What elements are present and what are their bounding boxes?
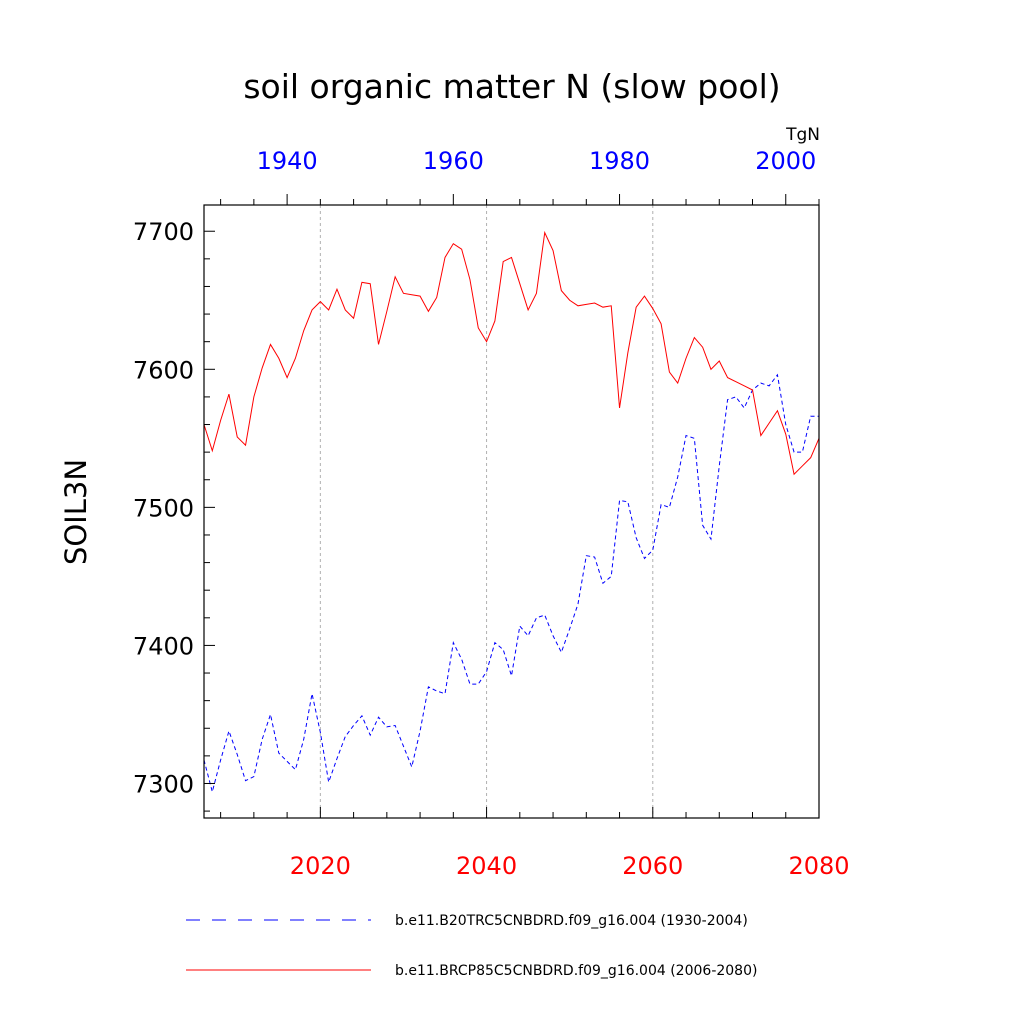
x-top-tick-label-1940: 1940	[257, 147, 318, 175]
x-bottom-tick-label-2080: 2080	[788, 852, 849, 880]
x-bottom-tick-label-2020: 2020	[290, 852, 351, 880]
units-label: TgN	[785, 125, 820, 145]
series-layer	[203, 230, 820, 794]
series-line-0	[203, 373, 819, 794]
x-bottom-tick-label-2060: 2060	[622, 852, 683, 880]
x-top-tick-label-1960: 1960	[423, 147, 484, 175]
legend-label-historical: b.e11.B20TRC5CNBDRD.f09_g16.004 (1930-20…	[395, 913, 748, 929]
x-top-tick-label-2000: 2000	[755, 147, 816, 175]
plot-frame	[203, 204, 820, 819]
y-tick-label-7700: 7700	[133, 218, 194, 246]
legend-label-rcp85: b.e11.BRCP85C5CNBDRD.f09_g16.004 (2006-2…	[395, 963, 757, 979]
series-line-1	[203, 230, 820, 476]
x-bottom-tick-label-2040: 2040	[456, 852, 517, 880]
axis-ticks	[204, 194, 820, 818]
legend: b.e11.B20TRC5CNBDRD.f09_g16.004 (1930-20…	[186, 913, 757, 979]
y-tick-label-7600: 7600	[133, 356, 194, 384]
x-top-tick-label-1980: 1980	[589, 147, 650, 175]
y-tick-label-7400: 7400	[133, 632, 194, 660]
chart-title: soil organic matter N (slow pool)	[243, 67, 780, 106]
gridlines	[319, 205, 654, 818]
y-tick-label-7500: 7500	[133, 494, 194, 522]
tick-labels: 7300 7400 7500 7600 7700 2020 2040 2060 2080 1940…	[133, 147, 850, 880]
y-axis-label: SOIL3N	[59, 459, 93, 565]
y-tick-label-7300: 7300	[133, 770, 194, 798]
